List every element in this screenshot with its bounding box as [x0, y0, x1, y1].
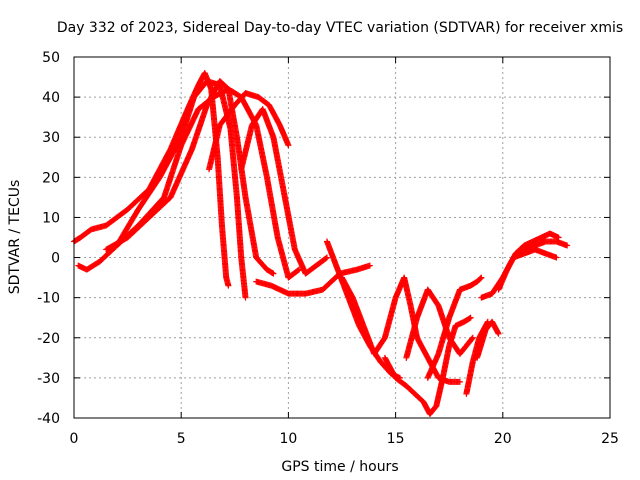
- y-tick-label: -10: [37, 291, 60, 307]
- x-tick-label: 20: [494, 431, 512, 447]
- series-sat-q: [510, 246, 560, 261]
- y-tick-label: -20: [37, 331, 60, 347]
- series-sat-n: [474, 318, 502, 361]
- data-point: [366, 262, 373, 269]
- data-point: [469, 335, 476, 342]
- data-point: [564, 242, 571, 249]
- data-point: [295, 267, 302, 274]
- x-tick-label: 10: [279, 431, 297, 447]
- data-marks: [71, 70, 571, 417]
- plot-frame: [73, 56, 611, 419]
- series-sat-j: [381, 314, 474, 417]
- y-tick-label: 50: [42, 50, 60, 66]
- data-point: [477, 275, 484, 282]
- axis-ticks: 0 5 10 15 20 25 -40 -30 -20 -10 0 10 20 30 40 50: [37, 50, 619, 447]
- y-axis-label: SDTVAR / TECUs: [7, 180, 23, 295]
- data-point: [285, 142, 292, 149]
- y-tick-label: 40: [42, 90, 60, 106]
- series-sat-a: [71, 70, 232, 289]
- x-tick-label: 5: [177, 431, 186, 447]
- series-sat-l: [424, 274, 485, 381]
- y-tick-label: 0: [51, 251, 60, 267]
- x-tick-label: 15: [387, 431, 405, 447]
- chart-title: Day 332 of 2023, Sidereal Day-to-day VTE…: [57, 20, 623, 36]
- data-point: [323, 255, 330, 262]
- data-point: [553, 254, 560, 261]
- y-tick-label: -40: [37, 411, 60, 427]
- y-tick-label: 30: [42, 130, 60, 146]
- data-point: [469, 334, 476, 341]
- data-point: [225, 282, 232, 289]
- data-point: [270, 270, 277, 277]
- x-axis-label: GPS time / hours: [281, 459, 398, 475]
- data-point: [242, 294, 249, 301]
- data-point: [555, 234, 562, 241]
- series-sat-e: [206, 90, 292, 173]
- y-tick-label: -30: [37, 371, 60, 387]
- y-tick-label: 20: [42, 170, 60, 186]
- y-tick-label: 10: [42, 210, 60, 226]
- data-point: [467, 314, 474, 321]
- x-tick-label: 0: [70, 431, 79, 447]
- data-point: [456, 378, 463, 385]
- series-sat-f: [238, 106, 330, 277]
- grid: [74, 57, 610, 418]
- data-point: [478, 274, 485, 281]
- data-point: [495, 330, 502, 337]
- data-point: [323, 254, 330, 261]
- x-tick-label: 25: [601, 431, 619, 447]
